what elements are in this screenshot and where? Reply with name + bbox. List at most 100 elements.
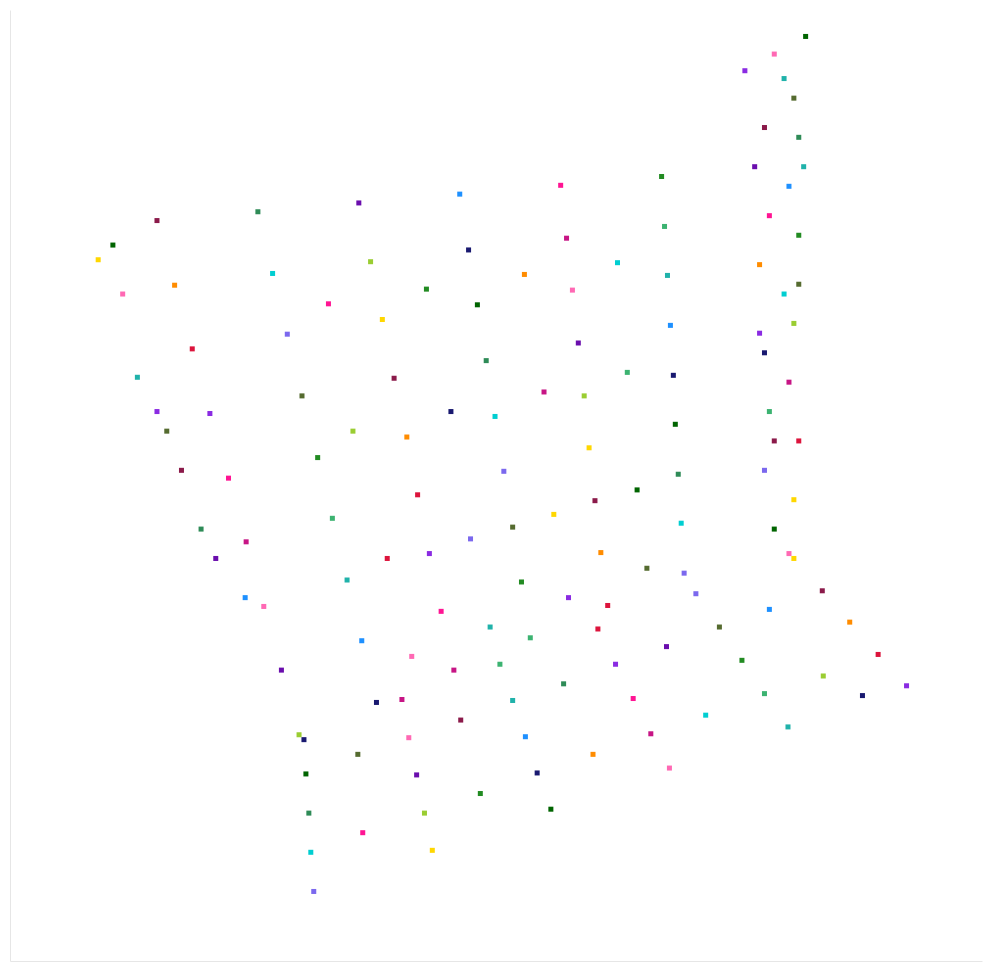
point xyxy=(801,164,806,169)
point xyxy=(135,375,140,380)
point xyxy=(404,435,409,440)
point xyxy=(876,652,881,657)
point xyxy=(535,770,540,775)
point xyxy=(772,438,777,443)
point xyxy=(595,626,600,631)
point xyxy=(803,34,808,39)
point xyxy=(786,380,791,385)
point xyxy=(644,566,649,571)
point xyxy=(345,578,350,583)
point xyxy=(299,393,304,398)
point xyxy=(213,556,218,561)
point xyxy=(110,243,115,248)
point xyxy=(306,811,311,816)
axis-line xyxy=(10,11,11,962)
point xyxy=(904,683,909,688)
point xyxy=(762,691,767,696)
point xyxy=(613,662,618,667)
point xyxy=(673,422,678,427)
point xyxy=(762,468,767,473)
point xyxy=(493,414,498,419)
point xyxy=(566,595,571,600)
point xyxy=(478,791,483,796)
point xyxy=(631,696,636,701)
point xyxy=(380,317,385,322)
point xyxy=(703,713,708,718)
point xyxy=(693,591,698,596)
point xyxy=(668,323,673,328)
point xyxy=(625,370,630,375)
point xyxy=(767,409,772,414)
point xyxy=(767,213,772,218)
point xyxy=(796,135,801,140)
point xyxy=(717,625,722,630)
x-axis xyxy=(11,961,983,962)
point xyxy=(179,468,184,473)
point xyxy=(190,346,195,351)
point xyxy=(243,595,248,600)
y-axis xyxy=(10,11,11,962)
point xyxy=(742,68,747,73)
point xyxy=(244,539,249,544)
point xyxy=(501,469,506,474)
point xyxy=(270,271,275,276)
point xyxy=(791,321,796,326)
point xyxy=(368,259,373,264)
point xyxy=(457,192,462,197)
point xyxy=(303,771,308,776)
point xyxy=(522,272,527,277)
point xyxy=(847,620,852,625)
point xyxy=(576,340,581,345)
point xyxy=(757,262,762,267)
point xyxy=(782,292,787,297)
point xyxy=(582,393,587,398)
point xyxy=(796,233,801,238)
point xyxy=(311,889,316,894)
point xyxy=(406,735,411,740)
point xyxy=(399,697,404,702)
point xyxy=(422,811,427,816)
point xyxy=(448,409,453,414)
point xyxy=(791,96,796,101)
point xyxy=(587,445,592,450)
point xyxy=(392,376,397,381)
point xyxy=(772,52,777,57)
axis-line xyxy=(11,961,983,962)
point xyxy=(598,550,603,555)
point xyxy=(427,551,432,556)
point xyxy=(605,603,610,608)
point xyxy=(261,604,266,609)
point xyxy=(468,536,473,541)
point xyxy=(523,734,528,739)
point xyxy=(475,302,480,307)
point xyxy=(355,752,360,757)
point xyxy=(279,668,284,673)
point xyxy=(385,556,390,561)
point xyxy=(414,772,419,777)
point xyxy=(679,521,684,526)
point xyxy=(676,472,681,477)
point xyxy=(551,512,556,517)
point xyxy=(154,409,159,414)
point xyxy=(786,184,791,189)
point xyxy=(664,644,669,649)
point xyxy=(739,658,744,663)
point xyxy=(330,516,335,521)
point xyxy=(458,718,463,723)
point xyxy=(350,429,355,434)
point xyxy=(356,200,361,205)
point xyxy=(199,527,204,532)
point xyxy=(308,850,313,855)
point xyxy=(561,681,566,686)
point xyxy=(570,288,575,293)
point xyxy=(667,766,672,771)
point xyxy=(226,476,231,481)
point xyxy=(548,807,553,812)
point xyxy=(430,848,435,853)
point xyxy=(786,551,791,556)
point xyxy=(466,247,471,252)
point xyxy=(648,731,653,736)
point xyxy=(791,497,796,502)
point xyxy=(297,732,302,737)
points xyxy=(96,34,909,894)
